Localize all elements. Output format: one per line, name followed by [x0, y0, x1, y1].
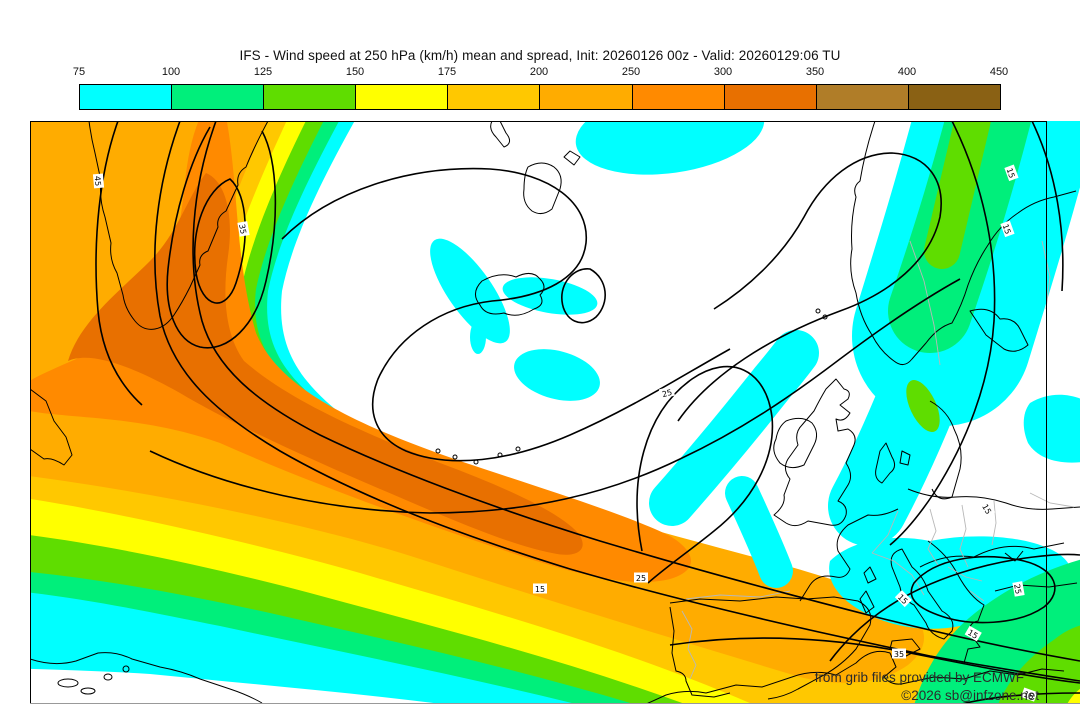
colorbar-tick: 400: [897, 66, 917, 78]
colorbar-tick: 75: [72, 66, 86, 78]
colorbar-tick: 300: [713, 66, 733, 78]
colorbar-tick: 450: [989, 66, 1009, 78]
greenland-coast: [88, 121, 269, 330]
colorbar: [79, 84, 1001, 110]
svg-text:25: 25: [661, 388, 673, 399]
iceland-coast: [475, 273, 545, 316]
chart-title: IFS - Wind speed at 250 hPa (km/h) mean …: [239, 48, 841, 63]
contour-label: 15: [1020, 687, 1038, 702]
contour-label: 35: [892, 648, 906, 659]
colorbar-tick: 175: [437, 66, 457, 78]
denmark-coast: [875, 442, 911, 484]
svg-text:25: 25: [636, 574, 646, 583]
coastline-layer: [30, 121, 1080, 704]
svg-text:15: 15: [1001, 223, 1013, 236]
colorbar-tick: 350: [805, 66, 825, 78]
svg-text:45: 45: [93, 176, 103, 187]
contour-label: 25: [1012, 581, 1025, 597]
colorbar-segment: [723, 85, 816, 109]
southwest-coast: [30, 652, 263, 704]
colorbar-segment: [171, 85, 264, 109]
colorbar-tick: 100: [161, 66, 181, 78]
map-frame: [30, 121, 1080, 704]
colorbar-segment: [815, 85, 908, 109]
scandinavia-coast: [850, 121, 1077, 365]
colorbar-segment: [539, 85, 632, 109]
svg-text:35: 35: [237, 223, 248, 235]
contour-label: 35: [237, 221, 250, 237]
north-africa-coast: [644, 650, 1065, 704]
weather-map: 45 35 25 15 25 15 15 15 15 15 25 35 15 from grib fil…: [30, 121, 1080, 704]
colorbar-segment: [80, 85, 172, 109]
colorbar-tick: 200: [529, 66, 549, 78]
contour-label: 15: [1000, 220, 1015, 238]
svg-text:15: 15: [535, 585, 545, 594]
svg-text:15: 15: [1005, 167, 1017, 180]
colorbar-tick-labels: 75 100 125 150 175 200 250 300 350 400 450: [73, 66, 1008, 80]
labrador-coast: [30, 388, 73, 466]
france-coast: [799, 508, 899, 602]
iberia-coast: [669, 606, 731, 698]
svg-text:25: 25: [1012, 583, 1023, 595]
ireland-coast: [773, 417, 818, 469]
contour-label: 25: [658, 385, 675, 400]
svg-text:35: 35: [894, 650, 904, 659]
contour-label: 25: [634, 572, 648, 583]
contour-label: 15: [1004, 164, 1019, 182]
colorbar-segment: [907, 85, 1000, 109]
contour-label: 15: [964, 625, 982, 642]
spread-contour-layer: [95, 121, 1080, 704]
colorbar-tick: 125: [253, 66, 273, 78]
contour-label: 15: [533, 583, 547, 594]
colorbar-segment: [631, 85, 724, 109]
wind-speed-fill-layer: [30, 121, 1080, 704]
uk-coast: [773, 378, 856, 527]
colorbar-segment: [355, 85, 448, 109]
svalbard-coast: [490, 121, 581, 166]
colorbar-tick: 250: [621, 66, 641, 78]
colorbar-tick: 150: [345, 66, 365, 78]
svg-text:15: 15: [980, 503, 993, 516]
contour-label: 45: [93, 173, 105, 189]
watermark-copyright: ©2026 sb@infzone.net: [901, 688, 1039, 703]
watermark-credit: from grib files provided by ECMWF: [814, 670, 1024, 685]
svg-text:15: 15: [1023, 689, 1036, 701]
svg-text:15: 15: [966, 628, 979, 641]
colorbar-segment: [263, 85, 356, 109]
colorbar-segment: [447, 85, 540, 109]
contour-label: 15: [979, 500, 996, 518]
